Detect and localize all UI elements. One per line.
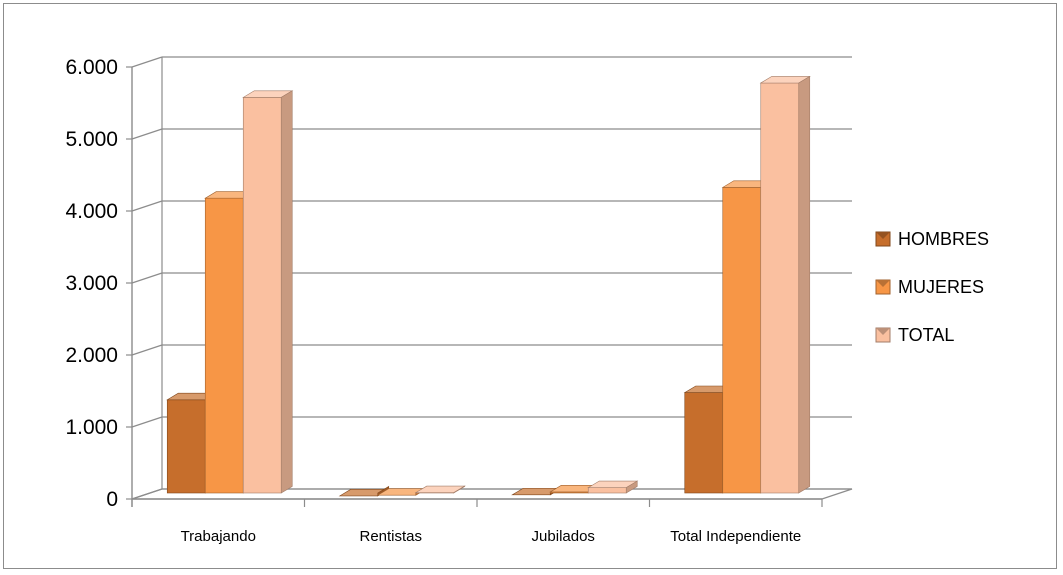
legend: HOMBRES MUJERES TOTAL xyxy=(875,229,989,345)
x-tick-label: Jubilados xyxy=(532,528,595,545)
y-tick-label: 0 xyxy=(106,488,118,511)
y-tick-label: 6.000 xyxy=(65,56,118,79)
legend-item: TOTAL xyxy=(875,325,954,345)
bar xyxy=(587,480,639,494)
x-tick-label: Rentistas xyxy=(359,528,422,545)
y-tick-label: 3.000 xyxy=(65,272,118,295)
gridline-side xyxy=(131,56,163,68)
legend-item: HOMBRES xyxy=(875,229,989,249)
legend-label: TOTAL xyxy=(898,325,954,345)
y-tick-label: 1.000 xyxy=(65,416,118,439)
gridline-side xyxy=(131,272,163,284)
legend-label: HOMBRES xyxy=(898,229,989,249)
legend-item: MUJERES xyxy=(875,277,984,297)
x-tick-label: Trabajando xyxy=(181,528,256,545)
bar xyxy=(242,90,294,494)
gridline-side xyxy=(131,416,163,428)
legend-label: MUJERES xyxy=(898,277,984,297)
bars xyxy=(166,75,811,497)
y-tick-label: 4.000 xyxy=(65,200,118,223)
gridline-side xyxy=(131,128,163,140)
gridline-side xyxy=(131,344,163,356)
bar xyxy=(414,485,466,494)
y-tick-label: 5.000 xyxy=(65,128,118,151)
gridline-side xyxy=(131,200,163,212)
x-tick-label: Total Independiente xyxy=(670,528,801,545)
bar xyxy=(759,75,811,494)
y-tick-label: 2.000 xyxy=(65,344,118,367)
axes: 0 1.000 2.000 3.000 4.000 5.000 6.000 Trabajand… xyxy=(65,56,823,545)
